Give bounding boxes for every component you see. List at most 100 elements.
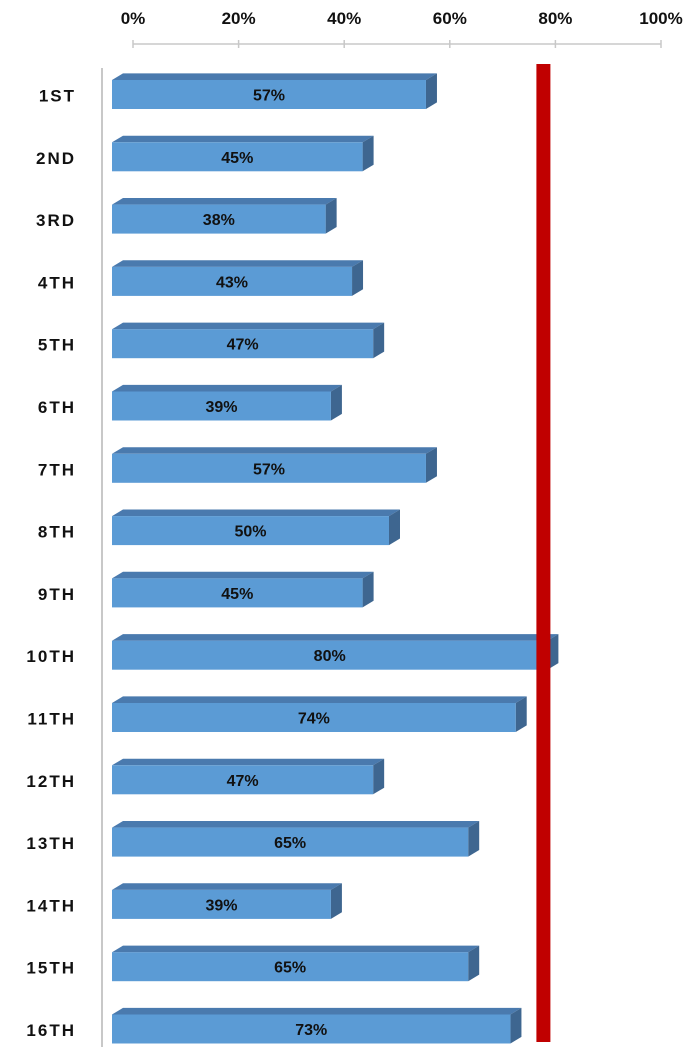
- bar-group: 73% 16TH: [26, 1007, 522, 1044]
- bar-data-label: 38%: [203, 212, 235, 229]
- bar-data-label: 39%: [205, 897, 237, 914]
- bar-group: 74% 11TH: [27, 696, 527, 732]
- bar-top-face: [112, 758, 385, 766]
- bar-top-face: [112, 322, 385, 330]
- x-axis: 0% 20% 40% 60% 80% 100%: [121, 9, 683, 48]
- bar: [112, 204, 326, 234]
- bar-top-face: [112, 634, 559, 641]
- bar: [112, 142, 363, 172]
- category-label: 9TH: [38, 585, 76, 604]
- x-tick-label: 80%: [538, 9, 572, 28]
- category-label: 2ND: [36, 149, 76, 168]
- bar-side-face: [510, 1007, 522, 1044]
- bar-group: 47% 5TH: [38, 322, 385, 359]
- bars: 57% 1ST 45% 2ND 38% 3RD 43% 4TH 47% 5TH 39% 6TH 57% 7…: [26, 73, 559, 1044]
- reference-line: [536, 64, 551, 1042]
- bar: [112, 80, 426, 109]
- category-label: 14TH: [26, 896, 76, 915]
- bar-group: 39% 6TH: [38, 384, 342, 421]
- bar-top-face: [112, 447, 437, 454]
- bar-side-face: [373, 322, 385, 359]
- category-label: 4TH: [38, 273, 76, 292]
- bar-data-label: 45%: [221, 150, 253, 167]
- bar-top-face: [112, 509, 400, 517]
- category-label: 6TH: [38, 398, 76, 417]
- category-label: 10TH: [26, 647, 76, 666]
- bar-group: 47% 12TH: [26, 758, 385, 795]
- bar-top-face: [112, 135, 374, 143]
- x-tick-label: 60%: [433, 9, 467, 28]
- x-tick-label: 20%: [222, 9, 256, 28]
- bar-top-face: [112, 260, 364, 267]
- bar-data-label: 45%: [221, 586, 253, 603]
- bar-side-face: [352, 260, 364, 296]
- bar: [112, 1014, 511, 1044]
- bar-data-label: 39%: [205, 399, 237, 416]
- bar-side-face: [425, 447, 437, 483]
- bar-data-label: 57%: [253, 88, 285, 105]
- x-tick-label: 40%: [327, 9, 361, 28]
- bar: [112, 640, 548, 670]
- category-label: 15TH: [26, 959, 76, 978]
- category-label: 7TH: [38, 460, 76, 479]
- category-label: 1ST: [39, 87, 76, 106]
- bar-data-label: 50%: [234, 524, 266, 541]
- bar-top-face: [112, 571, 374, 579]
- reference-line-group: [536, 64, 551, 1042]
- category-label: 16TH: [26, 1021, 76, 1040]
- bar: [112, 453, 426, 483]
- category-label: 12TH: [26, 772, 76, 791]
- bar-top-face: [112, 883, 342, 890]
- bar-group: 80% 10TH: [26, 634, 559, 670]
- bar-data-label: 65%: [274, 960, 306, 977]
- bar-top-face: [112, 384, 342, 392]
- bar-data-label: 47%: [227, 773, 259, 790]
- bar-data-label: 74%: [298, 711, 330, 728]
- bar-group: 45% 2ND: [36, 135, 374, 172]
- bar: [112, 329, 374, 359]
- bar-top-face: [112, 696, 527, 703]
- bar: [112, 578, 363, 608]
- bar-group: 38% 3RD: [36, 198, 337, 234]
- bar-side-face: [325, 198, 337, 234]
- bar-side-face: [330, 883, 342, 919]
- bar-data-label: 43%: [216, 274, 248, 291]
- bar-group: 50% 8TH: [38, 509, 400, 546]
- bar: [112, 952, 469, 982]
- bar-data-label: 80%: [314, 648, 346, 665]
- bar-side-face: [373, 758, 385, 795]
- bar: [112, 703, 516, 732]
- category-label: 13TH: [26, 834, 76, 853]
- bar-group: 65% 15TH: [26, 945, 480, 982]
- bar-top-face: [112, 945, 480, 953]
- bar: [112, 391, 331, 421]
- bar: [112, 765, 374, 795]
- category-label: 11TH: [27, 710, 76, 729]
- bar-side-face: [330, 384, 342, 421]
- bar-group: 43% 4TH: [38, 260, 364, 296]
- bar: [112, 516, 389, 546]
- category-label: 5TH: [38, 336, 76, 355]
- bar-data-label: 65%: [274, 835, 306, 852]
- bar-group: 45% 9TH: [38, 571, 374, 608]
- category-label: 3RD: [36, 211, 76, 230]
- x-tick-label: 100%: [639, 9, 682, 28]
- category-label: 8TH: [38, 523, 76, 542]
- bar-group: 57% 1ST: [39, 73, 437, 109]
- bar-side-face: [389, 509, 400, 546]
- bar-top-face: [112, 1007, 522, 1015]
- bar-side-face: [425, 73, 437, 109]
- bar-top-face: [112, 73, 437, 80]
- bar-top-face: [112, 821, 480, 828]
- bar-side-face: [362, 571, 374, 608]
- bar-side-face: [468, 945, 480, 982]
- bar-data-label: 47%: [227, 337, 259, 354]
- bar-side-face: [515, 696, 527, 732]
- bar-group: 39% 14TH: [26, 883, 342, 919]
- bar: [112, 889, 331, 919]
- bar-data-label: 57%: [253, 461, 285, 478]
- bar-top-face: [112, 198, 337, 205]
- bar-group: 65% 13TH: [26, 821, 480, 857]
- bar: [112, 827, 469, 857]
